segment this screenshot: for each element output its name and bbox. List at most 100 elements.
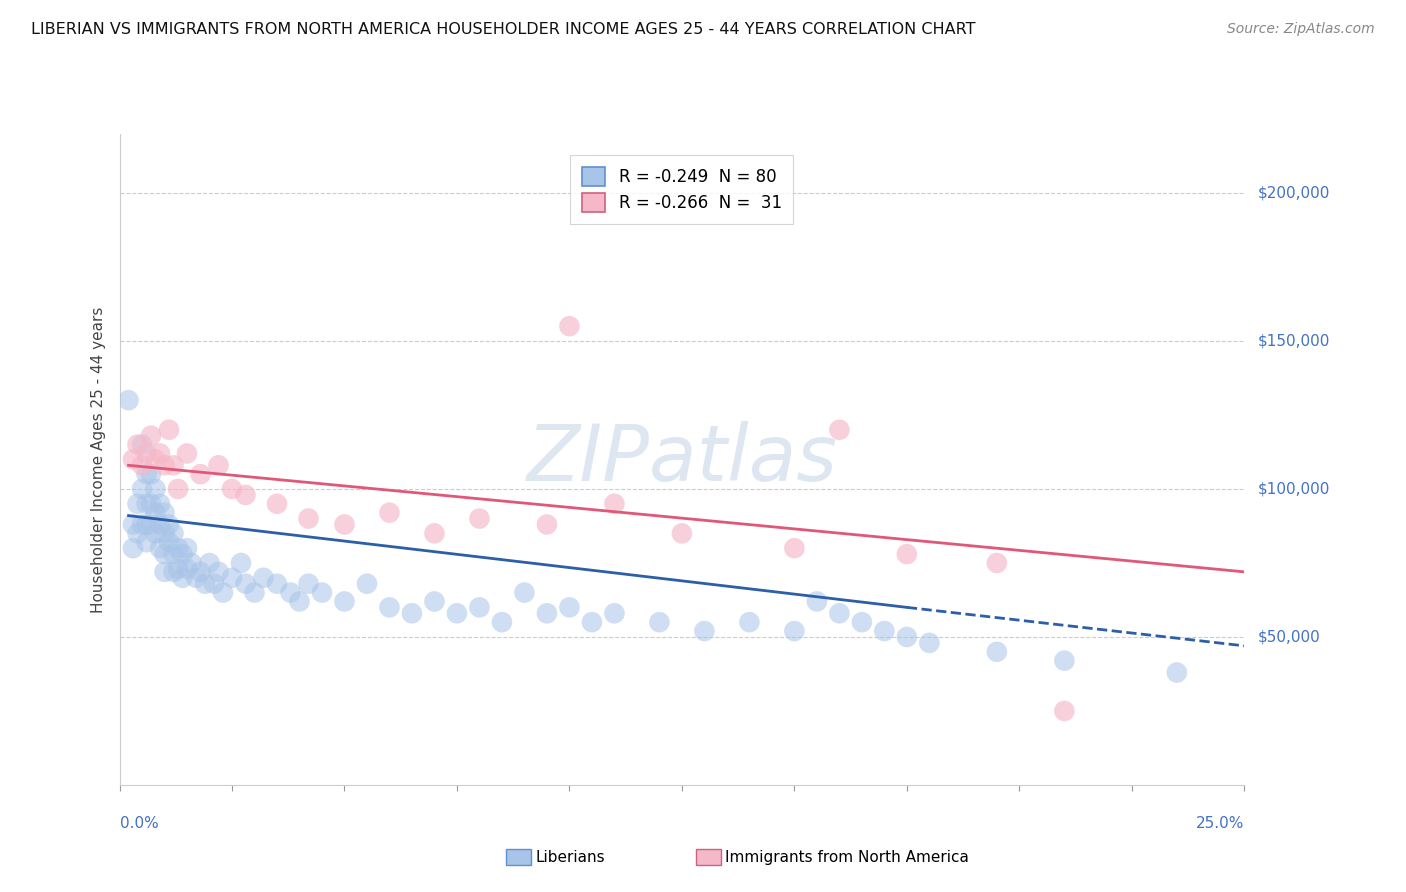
- Point: [167, 482, 190, 496]
- Point: [131, 517, 153, 532]
- Point: [172, 571, 194, 585]
- Text: Immigrants from North America: Immigrants from North America: [725, 850, 969, 864]
- Text: $50,000: $50,000: [1258, 630, 1320, 644]
- Point: [221, 482, 243, 496]
- Point: [693, 624, 716, 638]
- Point: [127, 497, 149, 511]
- Point: [468, 511, 491, 525]
- Point: [266, 576, 288, 591]
- Point: [235, 576, 257, 591]
- Point: [297, 576, 319, 591]
- Point: [333, 517, 356, 532]
- Point: [311, 585, 333, 599]
- Point: [139, 467, 162, 482]
- Point: [131, 482, 153, 496]
- Point: [356, 576, 378, 591]
- Point: [378, 600, 401, 615]
- Point: [896, 630, 918, 644]
- Legend: R = -0.249  N = 80, R = -0.266  N =  31: R = -0.249 N = 80, R = -0.266 N = 31: [571, 155, 793, 224]
- Point: [162, 458, 184, 473]
- Point: [157, 423, 180, 437]
- Point: [558, 319, 581, 334]
- Text: Source: ZipAtlas.com: Source: ZipAtlas.com: [1227, 22, 1375, 37]
- Point: [139, 497, 162, 511]
- Text: Liberians: Liberians: [536, 850, 606, 864]
- Point: [648, 615, 671, 630]
- Point: [190, 565, 212, 579]
- Point: [145, 526, 167, 541]
- Text: ZIP​atlas: ZIP​atlas: [526, 421, 838, 498]
- Point: [139, 517, 162, 532]
- Point: [135, 467, 157, 482]
- Point: [194, 576, 217, 591]
- Point: [603, 607, 626, 621]
- Point: [153, 565, 176, 579]
- Text: LIBERIAN VS IMMIGRANTS FROM NORTH AMERICA HOUSEHOLDER INCOME AGES 25 - 44 YEARS : LIBERIAN VS IMMIGRANTS FROM NORTH AMERIC…: [31, 22, 976, 37]
- Point: [135, 517, 157, 532]
- Point: [127, 437, 149, 451]
- Point: [423, 526, 446, 541]
- Point: [896, 547, 918, 561]
- Text: $100,000: $100,000: [1258, 482, 1330, 497]
- Point: [806, 594, 828, 608]
- Point: [288, 594, 311, 608]
- Point: [491, 615, 513, 630]
- Point: [117, 393, 139, 408]
- Point: [135, 535, 157, 549]
- Point: [986, 556, 1008, 570]
- Point: [153, 547, 176, 561]
- Point: [851, 615, 873, 630]
- Point: [122, 517, 145, 532]
- Point: [513, 585, 536, 599]
- Point: [536, 517, 558, 532]
- Point: [176, 541, 198, 556]
- Point: [828, 607, 851, 621]
- Point: [221, 571, 243, 585]
- Point: [172, 547, 194, 561]
- Point: [162, 565, 184, 579]
- Text: $200,000: $200,000: [1258, 186, 1330, 201]
- Point: [266, 497, 288, 511]
- Point: [671, 526, 693, 541]
- Point: [153, 506, 176, 520]
- Point: [603, 497, 626, 511]
- Point: [127, 526, 149, 541]
- Point: [378, 506, 401, 520]
- Point: [297, 511, 319, 525]
- Point: [167, 562, 190, 576]
- Point: [229, 556, 252, 570]
- Point: [828, 423, 851, 437]
- Point: [145, 452, 167, 467]
- Point: [207, 565, 229, 579]
- Point: [446, 607, 468, 621]
- Point: [122, 541, 145, 556]
- Point: [122, 452, 145, 467]
- Point: [243, 585, 266, 599]
- Text: $150,000: $150,000: [1258, 334, 1330, 349]
- Point: [190, 467, 212, 482]
- Point: [157, 535, 180, 549]
- Point: [873, 624, 896, 638]
- Point: [149, 497, 172, 511]
- Point: [280, 585, 302, 599]
- Point: [153, 458, 176, 473]
- Point: [131, 437, 153, 451]
- Point: [176, 562, 198, 576]
- Point: [558, 600, 581, 615]
- Point: [139, 428, 162, 442]
- Point: [581, 615, 603, 630]
- Y-axis label: Householder Income Ages 25 - 44 years: Householder Income Ages 25 - 44 years: [90, 306, 105, 613]
- Point: [333, 594, 356, 608]
- Point: [176, 446, 198, 460]
- Point: [918, 636, 941, 650]
- Point: [783, 541, 806, 556]
- Point: [167, 541, 190, 556]
- Point: [145, 482, 167, 496]
- Point: [162, 526, 184, 541]
- Point: [468, 600, 491, 615]
- Point: [149, 446, 172, 460]
- Point: [180, 556, 202, 570]
- Point: [986, 645, 1008, 659]
- Point: [135, 497, 157, 511]
- Text: 25.0%: 25.0%: [1197, 815, 1244, 830]
